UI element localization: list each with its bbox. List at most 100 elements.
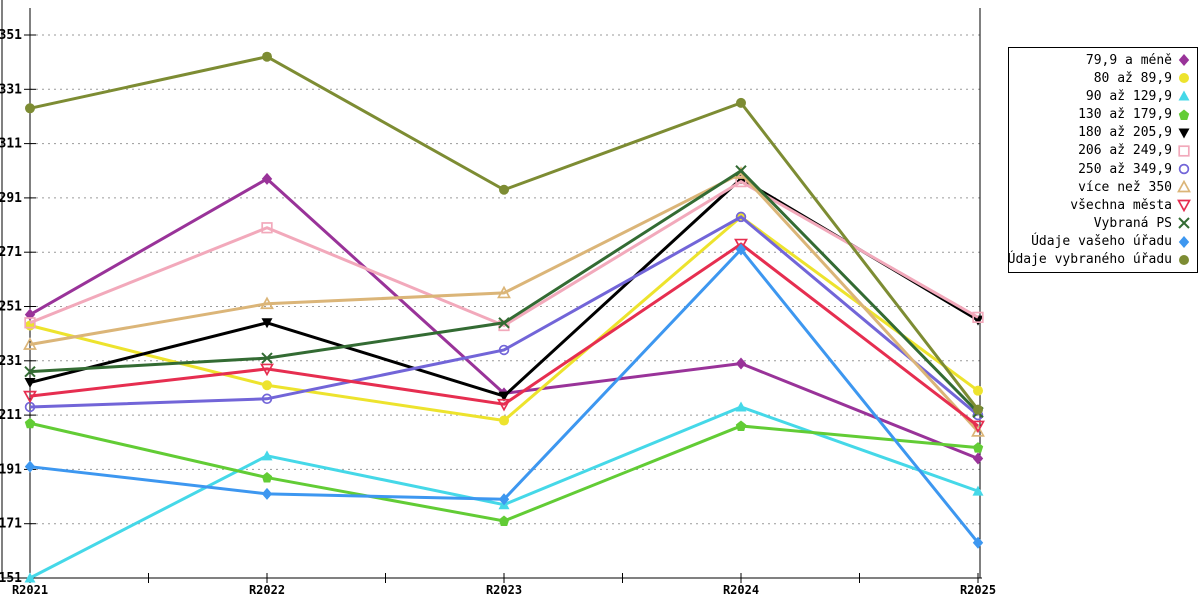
diamond-icon (1178, 54, 1190, 67)
legend-item: všechna města (1011, 196, 1191, 214)
diamond-marker (972, 536, 984, 549)
legend-label: 80 až 89,9 (1093, 70, 1172, 86)
y-tick-label: 211 (0, 408, 22, 423)
series-12 (25, 51, 983, 415)
circle-icon (1179, 73, 1189, 84)
legend-label: 206 až 249,9 (1078, 143, 1172, 159)
legend-label: 250 až 349,9 (1078, 161, 1172, 177)
series-line (29, 171, 980, 433)
series-11 (24, 243, 984, 549)
diamond-icon (1178, 235, 1190, 248)
y-tick-label: 271 (0, 245, 22, 260)
x-cross-marker (498, 317, 510, 329)
triangle-down-marker (972, 315, 984, 326)
square-open-marker (24, 317, 36, 329)
axes: 151 171 191 211 231 251 271 291 311 331 351 R2021 R2… (0, 0, 996, 597)
y-tick-label: 151 (0, 571, 22, 586)
circle-marker (1179, 254, 1189, 265)
triangle-down-open-icon (1177, 199, 1191, 213)
diamond-marker (261, 487, 273, 500)
legend-item: 90 až 129,9 (1011, 87, 1191, 105)
triangle-down-marker (1178, 128, 1190, 139)
triangle-up-open-marker (260, 296, 274, 310)
legend-item: 180 až 205,9 (1011, 124, 1191, 142)
triangle-down-open-marker (1177, 199, 1191, 213)
legend-label: 180 až 205,9 (1078, 125, 1172, 141)
x-cross-icon (1178, 217, 1190, 230)
legend-item: více než 350 (1011, 178, 1191, 196)
triangle-down-marker (24, 378, 36, 389)
legend-item: 250 až 349,9 (1011, 160, 1191, 178)
pentagon-marker (261, 472, 273, 483)
legend-item: 206 až 249,9 (1011, 142, 1191, 160)
x-tick-label: R2023 (486, 583, 522, 597)
diamond-marker (24, 308, 36, 321)
y-tick-label: 291 (0, 191, 22, 206)
series-line (29, 405, 979, 580)
circle-marker (973, 385, 983, 396)
legend-label: více než 350 (1078, 179, 1172, 195)
y-tick-label: 231 (0, 354, 22, 369)
series-6 (24, 175, 984, 332)
y-tick-label: 351 (0, 28, 22, 43)
y-tick-label: 251 (0, 300, 22, 315)
series-line (29, 179, 979, 328)
legend-label: 90 až 129,9 (1085, 88, 1172, 104)
triangle-down-marker (498, 391, 510, 402)
x-tick-label: R2021 (12, 583, 48, 597)
triangle-up-open-marker (971, 424, 985, 437)
triangle-up-marker (735, 401, 747, 412)
triangle-up-open-marker (497, 285, 511, 299)
legend-item: Údaje vašeho úřadu (1011, 233, 1191, 251)
circle-marker (499, 184, 509, 195)
circle-open-marker (498, 344, 510, 356)
square-open-marker (1178, 145, 1190, 157)
x-tick-label: R2022 (249, 583, 285, 597)
y-tick-label: 171 (0, 517, 22, 532)
square-open-icon (1178, 145, 1190, 157)
circle-marker (973, 404, 983, 415)
triangle-down-open-marker (260, 363, 274, 377)
legend-label: Údaje vašeho úřadu (1031, 234, 1172, 250)
circle-marker (1179, 73, 1189, 84)
legend-item: 79,9 a méně (1011, 51, 1191, 69)
diamond-marker (261, 172, 273, 185)
circle-marker (736, 97, 746, 108)
series-line (29, 242, 979, 428)
legend-label: Údaje vybraného úřadu (1007, 252, 1172, 268)
y-tick-label: 311 (0, 137, 22, 152)
pentagon-icon (1178, 109, 1190, 120)
circle-open-marker (261, 393, 273, 405)
x-cross-marker (261, 352, 273, 364)
legend-item: 80 až 89,9 (1011, 69, 1191, 87)
pentagon-marker (24, 417, 36, 429)
circle-icon (1179, 254, 1189, 265)
series-10 (24, 165, 984, 419)
triangle-up-marker (261, 450, 273, 461)
x-cross-marker (1178, 217, 1190, 230)
diamond-marker (1178, 235, 1190, 248)
x-cross-marker (24, 365, 36, 378)
diamond-marker (24, 460, 36, 473)
circle-marker (25, 103, 35, 114)
triangle-down-icon (1178, 128, 1190, 139)
triangle-down-open-marker (23, 390, 37, 404)
series-7 (24, 211, 984, 421)
diamond-marker (498, 493, 510, 506)
legend: 79,9 a méně 80 až 89,9 90 až 129,9 130 až 1… (1008, 47, 1198, 273)
series-8 (23, 166, 985, 437)
x-tick-label: R2024 (723, 583, 759, 597)
square-open-marker (735, 175, 747, 188)
triangle-up-open-marker (1177, 180, 1191, 193)
circle-open-marker (1178, 163, 1190, 175)
x-cross-marker (735, 165, 747, 177)
circle-marker (499, 415, 509, 426)
diamond-marker (735, 357, 747, 370)
legend-label: 130 až 179,9 (1078, 107, 1172, 123)
circle-marker (262, 51, 272, 62)
pentagon-marker (498, 515, 510, 526)
circle-marker (262, 380, 272, 391)
square-open-marker (498, 319, 510, 332)
diamond-marker (735, 243, 747, 256)
